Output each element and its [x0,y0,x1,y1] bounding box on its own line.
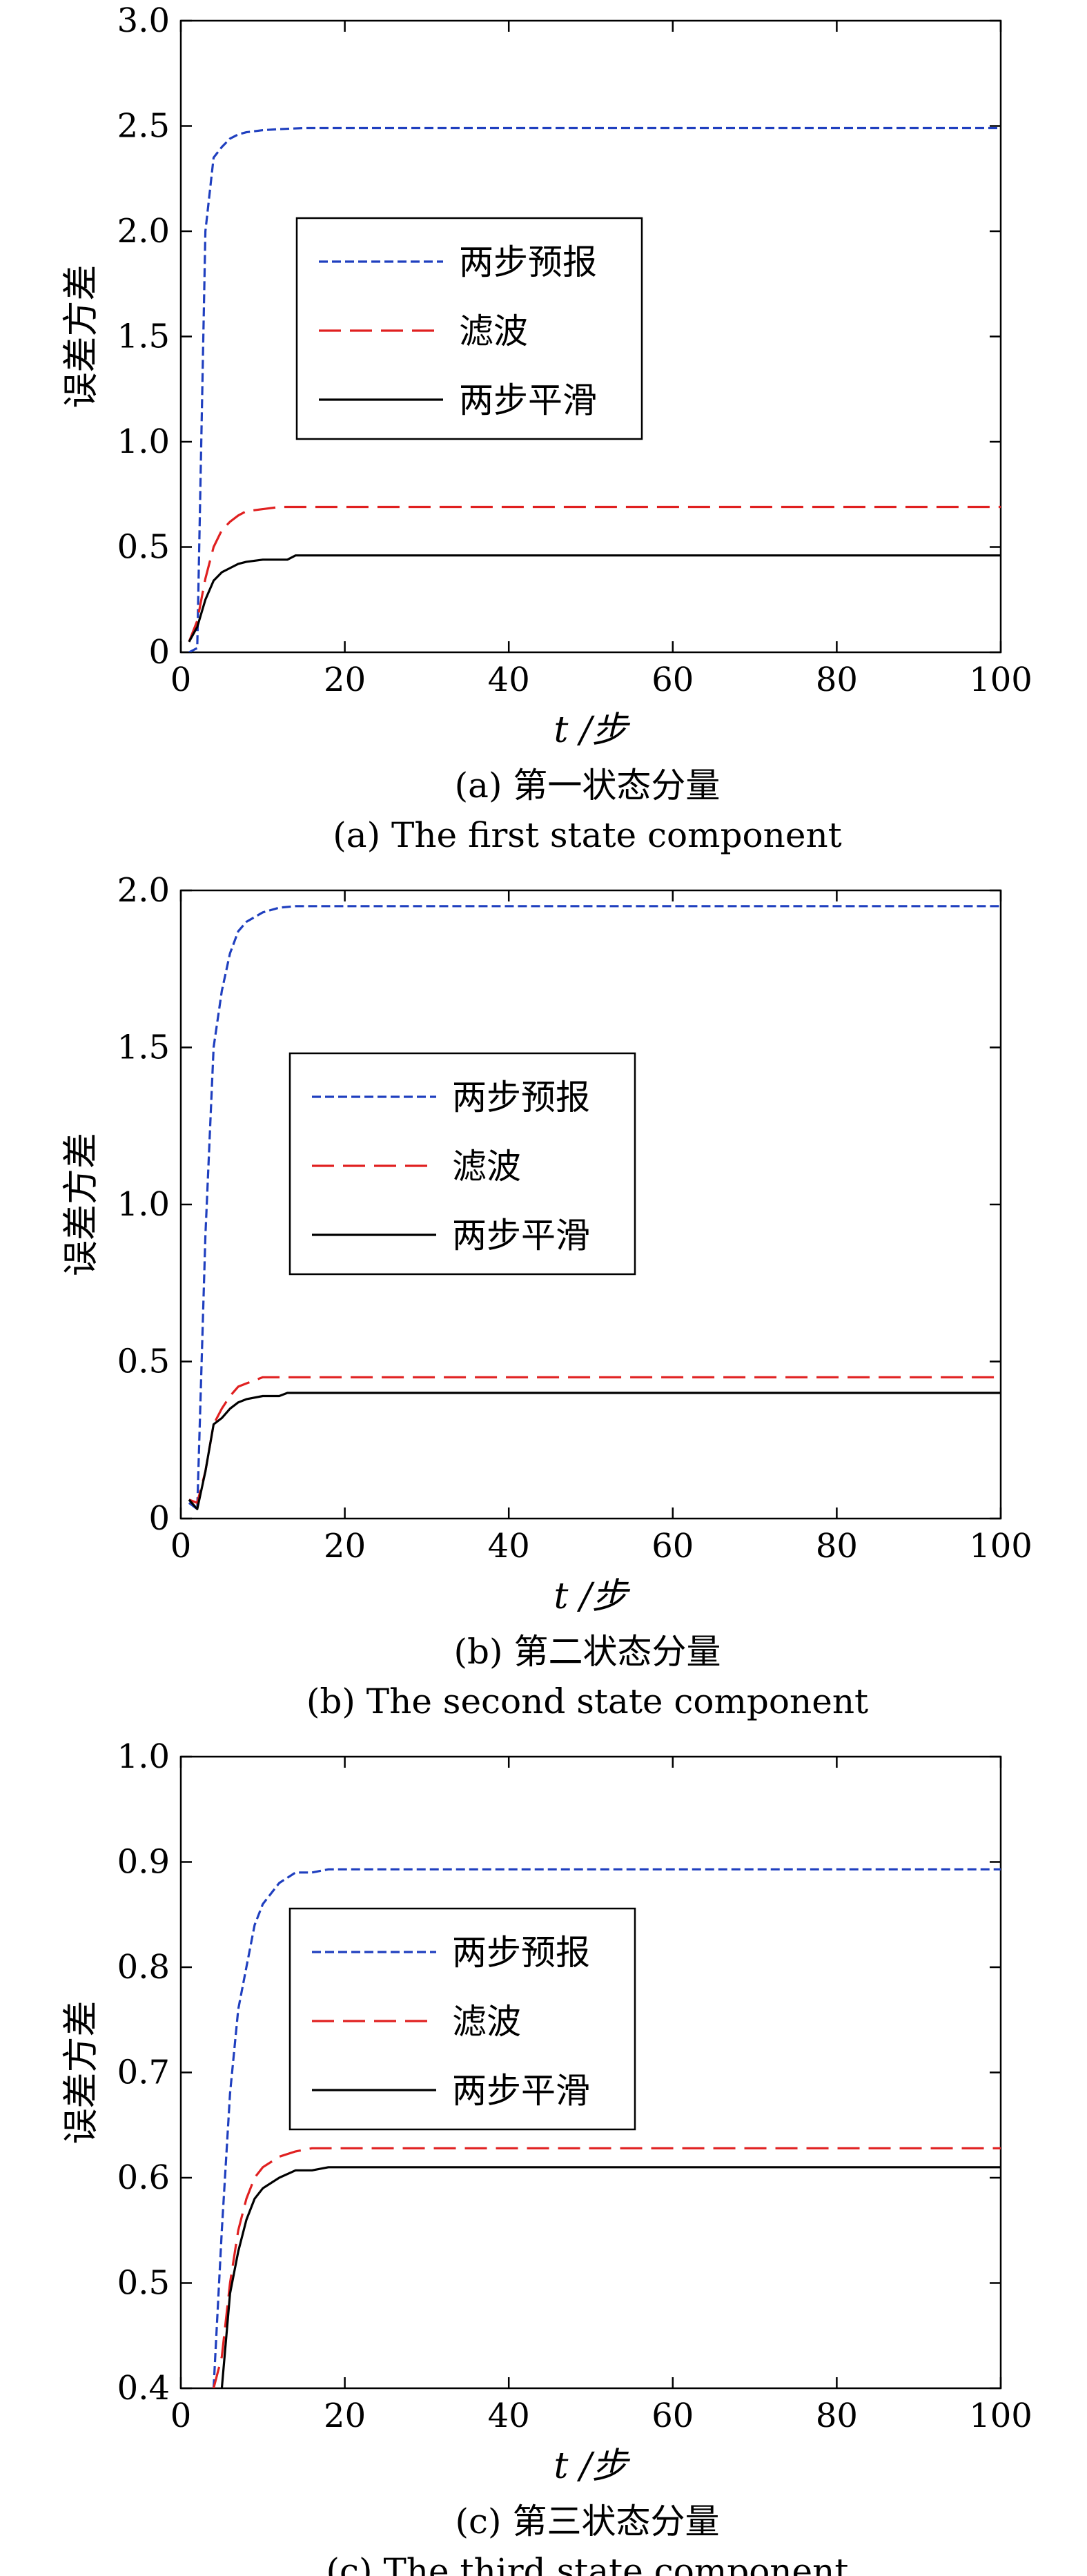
x-tick-label: 0 [170,2397,192,2435]
legend-label-2: 滤波 [452,2002,521,2042]
series-line-3 [188,1392,1001,1510]
x-tick-label: 40 [488,2397,530,2435]
y-tick-label: 0 [148,1499,170,1538]
legend-label-1: 两步预报 [452,1933,590,1973]
y-tick-label: 2.5 [117,107,170,146]
series-line-1 [188,126,1001,652]
legend-label-1: 两步预报 [459,242,597,282]
y-tick-label: 0.5 [117,2264,170,2303]
x-tick-label: 80 [816,661,858,699]
y-axis-label: 误差方差 [61,2000,102,2144]
x-tick-label: 0 [170,1527,192,1565]
y-tick-label: 3.0 [117,1,170,40]
legend-box [288,1907,636,2131]
series-line-1 [212,1868,1001,2388]
legend-label-3: 两步平滑 [452,2071,590,2111]
caption-cn: (c) 第三状态分量 [456,2501,720,2541]
y-tick-label: 0.9 [117,1843,170,1882]
series-line-3 [220,2166,1001,2388]
legend-label-3: 两步平滑 [452,1216,590,1256]
y-tick-label: 2.0 [117,871,170,910]
x-tick-label: 60 [652,2397,694,2435]
y-tick-label: 0 [148,633,170,672]
y-axis-label: 误差方差 [61,264,102,408]
y-tick-label: 2.0 [117,212,170,251]
series-line-3 [188,554,1001,643]
legend-label-3: 两步平滑 [459,380,597,420]
x-tick-label: 100 [969,661,1032,699]
caption-en: (b) The second state component [306,1681,868,1721]
x-tick-label: 20 [324,661,366,699]
x-tick-label: 40 [488,661,530,699]
y-axis-label: 误差方差 [61,1133,102,1276]
caption-cn: (a) 第一状态分量 [455,765,721,806]
series-line-1 [188,905,1001,1510]
y-tick-label: 0.6 [117,2158,170,2197]
legend-label-1: 两步预报 [452,1077,590,1118]
series-line-2 [212,2147,1001,2388]
y-tick-label: 1.0 [117,1185,170,1224]
legend-box [288,1052,636,1276]
caption-en: (c) The third state component [326,2551,849,2576]
x-tick-label: 100 [969,1527,1032,1565]
y-tick-label: 0.4 [117,2369,170,2408]
x-tick-label: 80 [816,1527,858,1565]
legend-box [295,217,643,440]
caption-cn: (b) 第二状态分量 [454,1632,721,1672]
y-tick-label: 1.0 [117,1737,170,1776]
y-tick-label: 0.7 [117,2053,170,2092]
x-tick-label: 20 [324,1527,366,1565]
y-tick-label: 0.5 [117,528,170,567]
caption-en: (a) The first state component [333,815,842,855]
y-tick-label: 0.8 [117,1948,170,1987]
series-line-2 [188,505,1001,643]
chart-panel-3: 0 20 40 60 80 100 0.4 0.5 0.6 0.7 0.8 0.9 1.0 两步预报滤波两… [61,1737,1032,2576]
legend-label-2: 滤波 [452,1146,521,1187]
x-axis-label: t /步 [554,1576,631,1617]
x-tick-label: 100 [969,2397,1032,2435]
y-tick-label: 0.5 [117,1343,170,1381]
x-axis-label: t /步 [554,710,631,751]
x-tick-label: 20 [324,2397,366,2435]
legend-label-2: 滤波 [459,311,528,351]
x-tick-label: 60 [652,661,694,699]
chart-panel-1: 0 20 40 60 80 100 0 0.5 1.0 1.5 2.0 2.5 3.0 两步预报滤波两步平… [61,1,1032,855]
y-tick-label: 1.0 [117,422,170,461]
x-tick-label: 80 [816,2397,858,2435]
x-axis-label: t /步 [554,2446,631,2487]
x-tick-label: 60 [652,1527,694,1565]
x-tick-label: 40 [488,1527,530,1565]
y-tick-label: 1.5 [117,1028,170,1067]
y-tick-label: 1.5 [117,318,170,356]
x-tick-label: 0 [170,661,192,699]
